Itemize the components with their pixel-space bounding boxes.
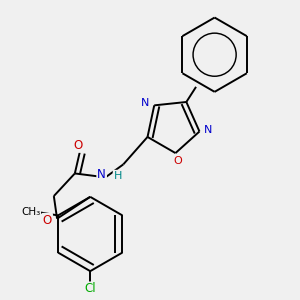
Text: N: N xyxy=(97,168,106,181)
Text: O: O xyxy=(174,156,182,166)
Text: O: O xyxy=(43,214,52,227)
Text: CH₃: CH₃ xyxy=(21,206,40,217)
Text: O: O xyxy=(74,139,83,152)
Text: N: N xyxy=(204,125,213,135)
Text: H: H xyxy=(114,171,122,181)
Text: Cl: Cl xyxy=(84,282,96,296)
Text: N: N xyxy=(141,98,149,108)
